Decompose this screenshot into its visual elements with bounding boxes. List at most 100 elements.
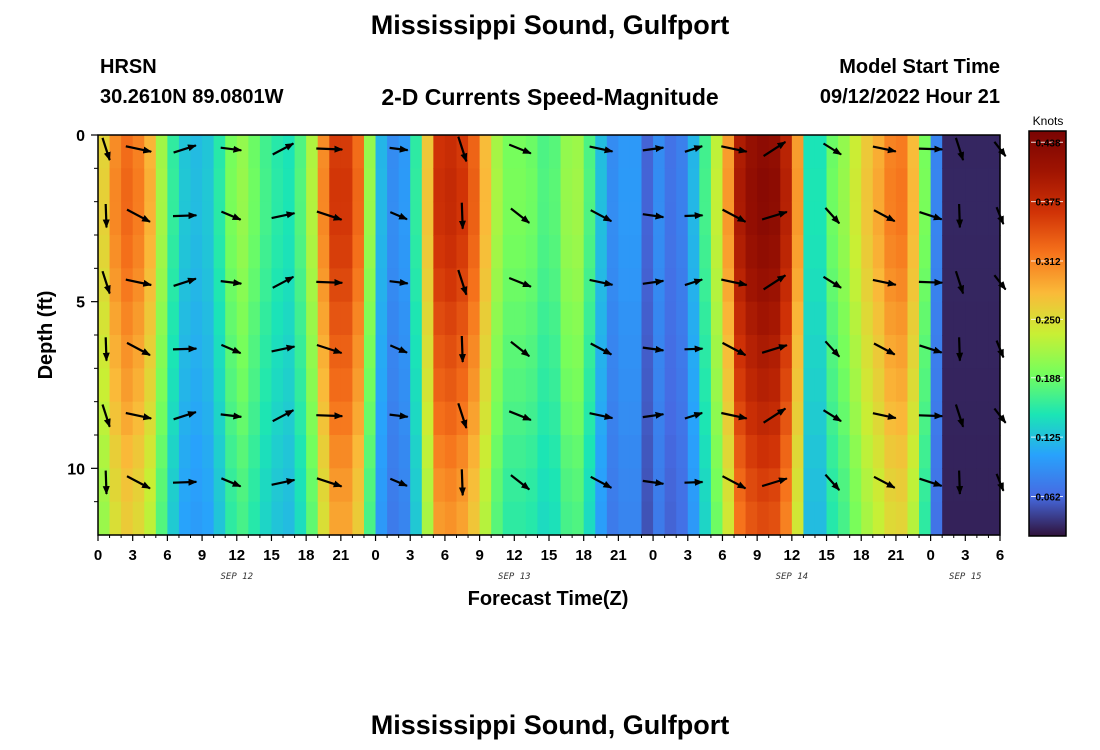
heatmap-cell [294, 501, 307, 536]
heatmap-cell [537, 401, 550, 436]
heatmap-cell [329, 301, 342, 336]
heatmap-cell [965, 168, 978, 203]
heatmap-cell [236, 168, 249, 203]
heatmap-cell [178, 368, 192, 403]
heatmap-cell [757, 301, 770, 336]
heatmap-cell [687, 501, 700, 536]
heatmap-cell [491, 468, 504, 503]
current-arrow [271, 478, 296, 486]
heatmap-cell [502, 301, 515, 336]
heatmap-cell [329, 135, 342, 169]
heatmap-cell [387, 401, 400, 436]
x-tick-label: 21 [333, 547, 350, 564]
heatmap-cell [502, 135, 515, 169]
current-arrow [721, 411, 748, 421]
heatmap-cell [872, 268, 885, 303]
heatmap-cell [109, 135, 122, 169]
heatmap-cell [525, 268, 539, 303]
heatmap-cell [144, 501, 157, 536]
heatmap-cell [178, 168, 192, 203]
heatmap-cell [190, 435, 203, 469]
heatmap-cell [953, 168, 966, 203]
heatmap-cell [745, 435, 758, 469]
model-start-value: 09/12/2022 Hour 21 [819, 86, 1000, 108]
current-arrow [684, 212, 704, 220]
heatmap-cell [236, 435, 249, 469]
x-tick-label: 3 [406, 547, 414, 564]
heatmap-cell [572, 135, 585, 169]
heatmap-cell [444, 401, 458, 436]
footer-title: Mississippi Sound, Gulfport [370, 710, 730, 740]
heatmap-cell [109, 368, 122, 403]
heatmap-cell [317, 201, 330, 236]
heatmap-cell [549, 301, 562, 336]
heatmap-cell [283, 501, 296, 536]
heatmap-cell [109, 301, 122, 336]
x-tick-label: 6 [718, 547, 726, 564]
heatmap-cell [109, 335, 122, 369]
heatmap-cell [895, 201, 909, 236]
station-latlon: 30.2610N 89.0801W [100, 86, 284, 108]
heatmap-cell [919, 435, 932, 469]
heatmap-cell [444, 501, 458, 536]
y-tick-label: 0 [76, 128, 85, 145]
heatmap-cell [780, 435, 793, 469]
x-tick-label: 15 [263, 547, 280, 564]
current-arrow [316, 477, 343, 488]
heatmap-cell [225, 235, 238, 269]
heatmap-cell [710, 468, 724, 503]
heatmap-cell [872, 335, 885, 369]
heatmap-cell [259, 301, 273, 336]
heatmap-cell [468, 401, 481, 436]
heatmap-cell [664, 435, 677, 469]
heatmap-cell [121, 168, 134, 203]
heatmap-cell [618, 401, 631, 436]
heatmap-cell [121, 301, 134, 336]
heatmap-cell [294, 168, 307, 203]
heatmap-cell [202, 168, 215, 203]
heatmap-cell [919, 468, 932, 503]
current-arrow [508, 276, 532, 288]
heatmap-cell [387, 501, 400, 536]
heatmap-cell [687, 135, 700, 169]
heatmap-cell [444, 268, 458, 303]
heatmap-cell [132, 501, 145, 536]
heatmap-cell [629, 335, 643, 369]
heatmap-cell [710, 401, 724, 436]
heatmap-cell [907, 501, 920, 536]
x-tick-label: 12 [506, 547, 523, 564]
heatmap-cell [398, 268, 411, 303]
heatmap-cell [98, 301, 111, 336]
heatmap-cell [132, 468, 145, 503]
heatmap-cell [919, 135, 932, 169]
heatmap-cell [479, 335, 492, 369]
heatmap-cell [653, 401, 666, 436]
heatmap-cell [791, 168, 805, 203]
heatmap-cell [178, 301, 192, 336]
heatmap-cell [826, 201, 839, 236]
current-arrow [642, 345, 665, 353]
heatmap-cell [398, 235, 411, 269]
heatmap-cell [930, 168, 943, 203]
heatmap-cell [317, 368, 330, 403]
heatmap-cell [549, 468, 562, 503]
current-arrow [126, 475, 151, 490]
heatmap-cell [583, 268, 596, 303]
heatmap-cell [98, 235, 111, 269]
heatmap-cell [468, 268, 481, 303]
heatmap-cell [421, 135, 434, 169]
current-arrow [102, 203, 110, 229]
heatmap-cell [248, 401, 261, 436]
heatmap-cell [525, 368, 539, 403]
heatmap-cell [976, 435, 990, 469]
current-arrow [872, 145, 897, 154]
heatmap-cell [340, 235, 354, 269]
current-arrow [763, 274, 787, 291]
heatmap-cell [560, 435, 573, 469]
current-arrow [173, 277, 197, 287]
heatmap-cell [988, 235, 1001, 269]
heatmap-cell [629, 235, 643, 269]
heatmap-cell [653, 501, 666, 536]
current-arrow [761, 210, 788, 221]
heatmap-cell [814, 335, 828, 369]
